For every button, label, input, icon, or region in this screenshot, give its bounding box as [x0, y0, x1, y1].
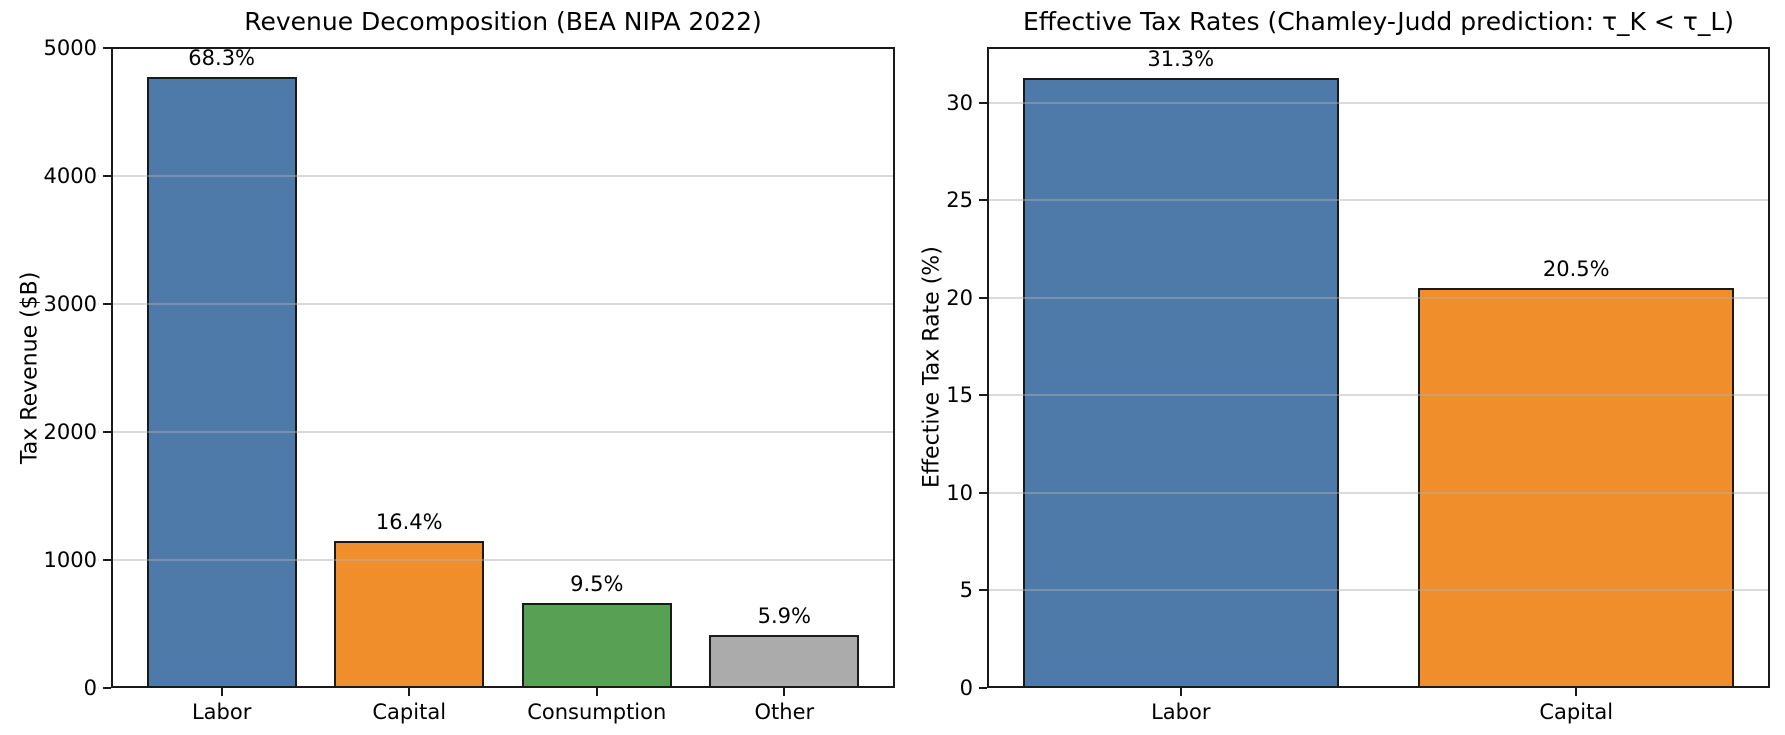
x-tick-mark: [408, 688, 411, 696]
y-axis-label: Tax Revenue ($B): [17, 271, 43, 464]
x-tick-mark: [1179, 688, 1182, 696]
x-tick-mark: [783, 688, 786, 696]
chart-revenue-decomposition: Revenue Decomposition (BEA NIPA 2022) Ta…: [18, 7, 895, 724]
y-tick-label: 5: [959, 578, 973, 603]
y-tick-label: 20: [946, 285, 973, 310]
y-tick-mark: [979, 101, 987, 104]
bar-labor: [146, 77, 297, 688]
y-tick-label: 5000: [43, 35, 97, 60]
y-tick-label: 0: [83, 676, 97, 700]
bar-value-label: 20.5%: [1542, 257, 1610, 282]
bar-labor: [1022, 77, 1339, 688]
y-tick-mark: [979, 296, 987, 299]
x-category-label: Labor: [191, 700, 252, 724]
x-category-label: Consumption: [527, 700, 667, 724]
y-tick-mark: [103, 46, 111, 49]
y-tick-label: 25: [946, 188, 973, 213]
x-tick-mark: [1575, 688, 1578, 696]
chart-title: Revenue Decomposition (BEA NIPA 2022): [244, 7, 762, 36]
x-category-label: Capital: [372, 700, 447, 724]
bar-value-label: 68.3%: [188, 46, 256, 71]
y-tick-mark: [103, 174, 111, 177]
y-tick-mark: [103, 558, 111, 561]
y-tick-label: 30: [946, 90, 973, 115]
x-category-label: Capital: [1539, 700, 1614, 724]
plot-area: 68.3% Labor 16.4% Capital 9.5% Consumption 5.9…: [44, 36, 895, 724]
y-tick-label: 4000: [43, 163, 97, 188]
plot-area: 31.3% Labor 20.5% Capital 0 5 10 15 20 25 30: [946, 46, 1770, 724]
bar-value-label: 31.3%: [1147, 46, 1215, 71]
chart-effective-tax-rates: Effective Tax Rates (Chamley-Judd predic…: [920, 7, 1770, 724]
y-tick-mark: [103, 302, 111, 305]
bar-value-label: 16.4%: [375, 510, 443, 535]
x-category-label: Other: [754, 700, 815, 724]
y-tick-label: 3000: [43, 291, 97, 316]
y-tick-mark: [979, 394, 987, 397]
y-tick-label: 1000: [43, 547, 97, 572]
x-tick-mark: [595, 688, 598, 696]
y-tick-label: 2000: [43, 419, 97, 444]
y-tick-mark: [979, 199, 987, 202]
bar-value-label: 9.5%: [570, 572, 624, 597]
y-tick-label: 15: [946, 383, 973, 408]
y-tick-mark: [979, 687, 987, 689]
x-category-label: Labor: [1151, 700, 1211, 724]
y-tick-mark: [103, 687, 111, 689]
x-tick-mark: [220, 688, 223, 696]
y-tick-mark: [979, 589, 987, 592]
chart-title: Effective Tax Rates (Chamley-Judd predic…: [1022, 7, 1735, 36]
bar-capital: [334, 541, 485, 688]
y-tick-mark: [103, 430, 111, 433]
bar-consumption: [521, 603, 672, 688]
bar-other: [709, 635, 860, 688]
y-tick-label: 0: [959, 676, 973, 700]
bar-value-label: 5.9%: [757, 604, 812, 629]
y-tick-mark: [979, 491, 987, 494]
bar-capital: [1418, 288, 1735, 688]
y-axis-label: Effective Tax Rate (%): [919, 246, 945, 489]
y-tick-label: 10: [946, 480, 973, 505]
